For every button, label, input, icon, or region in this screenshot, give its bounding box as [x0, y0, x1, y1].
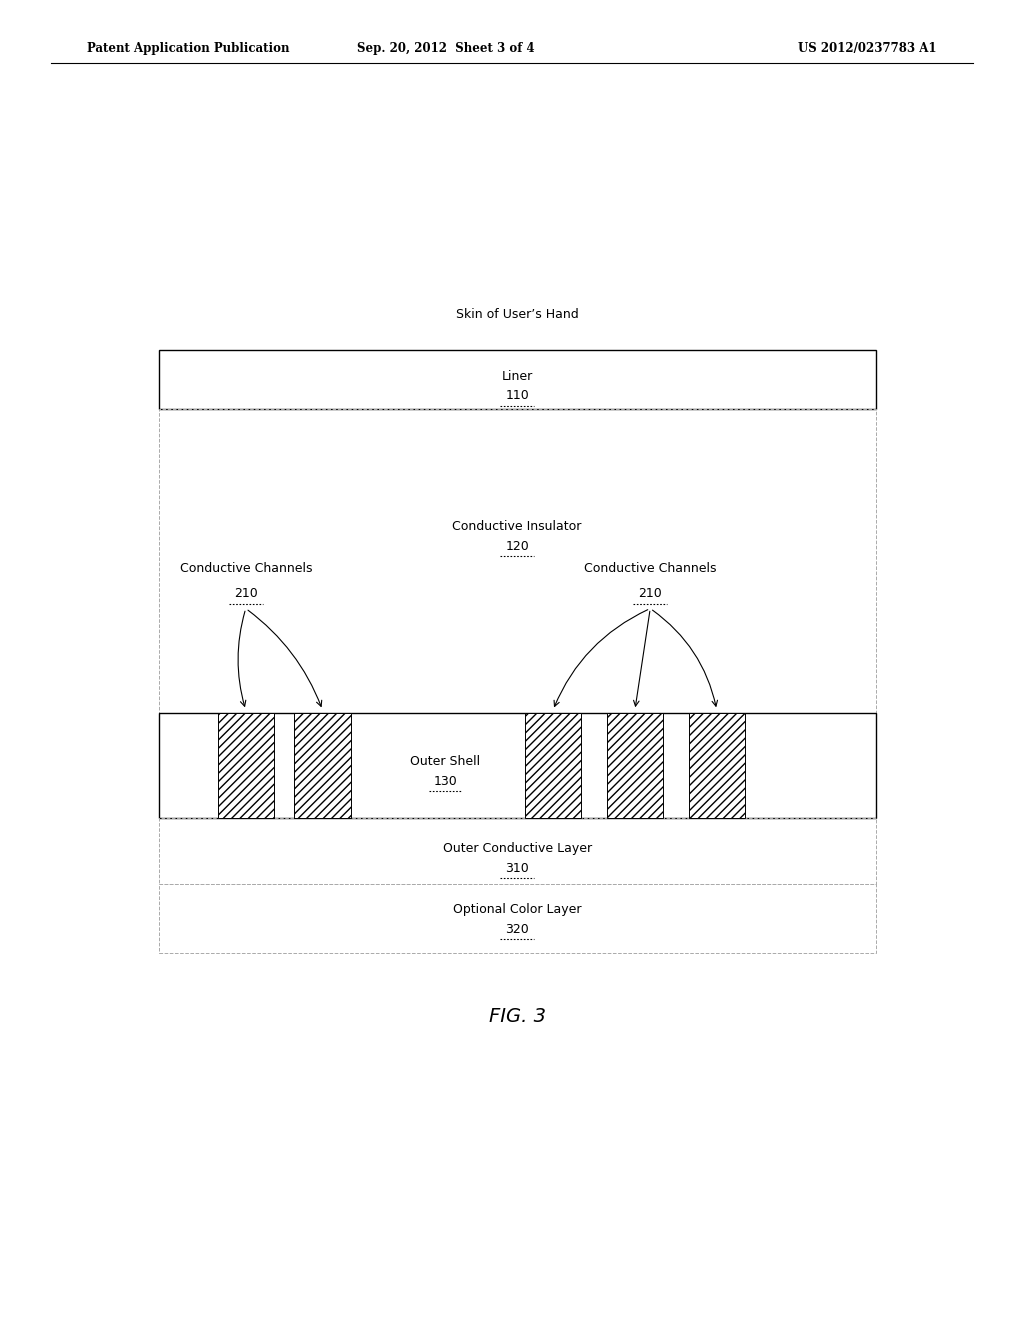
Bar [159, 713, 876, 818]
Text: 110: 110 [505, 389, 529, 403]
Text: 210: 210 [638, 587, 663, 601]
Text: Conductive Insulator: Conductive Insulator [453, 520, 582, 533]
Bar [688, 713, 745, 818]
Text: Patent Application Publication: Patent Application Publication [87, 42, 290, 55]
Text: Liner: Liner [502, 370, 532, 383]
Bar [295, 713, 350, 818]
Text: Conductive Channels: Conductive Channels [179, 562, 312, 576]
Text: 210: 210 [233, 587, 258, 601]
Text: Outer Shell: Outer Shell [411, 755, 480, 768]
Text: Sep. 20, 2012  Sheet 3 of 4: Sep. 20, 2012 Sheet 3 of 4 [356, 42, 535, 55]
Text: 320: 320 [505, 923, 529, 936]
Bar [159, 818, 876, 884]
Text: 310: 310 [505, 862, 529, 875]
Text: Optional Color Layer: Optional Color Layer [453, 903, 582, 916]
Bar [217, 713, 274, 818]
Bar [159, 409, 876, 713]
Text: FIG. 3: FIG. 3 [488, 1007, 546, 1026]
Text: Conductive Channels: Conductive Channels [584, 562, 717, 576]
Text: Skin of User’s Hand: Skin of User’s Hand [456, 308, 579, 321]
Bar [525, 713, 582, 818]
Text: 130: 130 [433, 775, 458, 788]
Bar [606, 713, 664, 818]
Text: 120: 120 [505, 540, 529, 553]
Text: US 2012/0237783 A1: US 2012/0237783 A1 [799, 42, 937, 55]
Bar [159, 350, 876, 409]
Text: Outer Conductive Layer: Outer Conductive Layer [442, 842, 592, 855]
Bar [159, 884, 876, 953]
